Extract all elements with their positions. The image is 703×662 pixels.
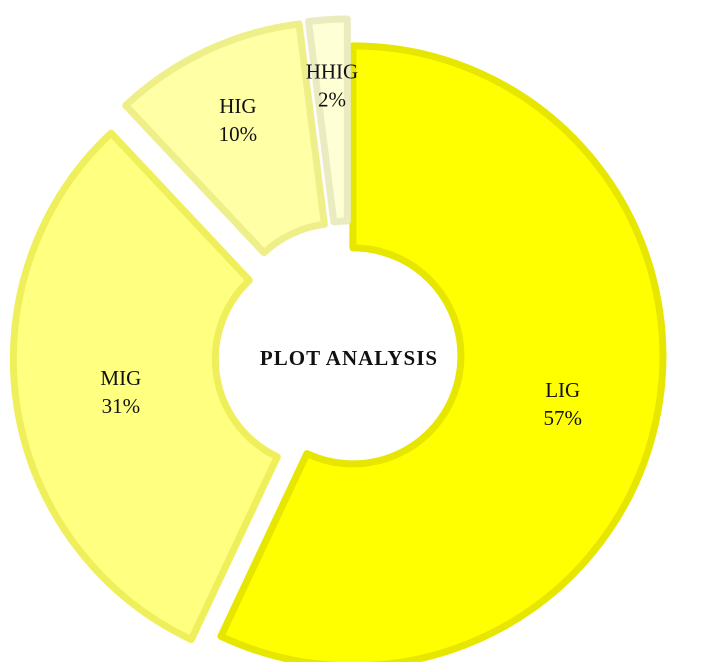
slice-value-lig: 57% [543, 406, 582, 430]
slices-layer [9, 15, 667, 662]
slice-label-lig: LIG [545, 378, 580, 402]
slice-value-hhig: 2% [318, 88, 346, 112]
chart-title: PLOT ANALYSIS [260, 346, 438, 370]
slice-value-mig: 31% [102, 394, 141, 418]
slice-label-hig: HIG [219, 94, 256, 118]
labels-layer: LIG 57% MIG 31% HIG 10% HHIG 2% [100, 60, 582, 430]
slice-label-hhig: HHIG [306, 60, 359, 84]
slice-value-hig: 10% [219, 122, 258, 146]
slice-label-mig: MIG [100, 366, 141, 390]
slice-mig [9, 129, 281, 644]
slice-lig [217, 42, 667, 662]
slice-hhig [305, 15, 351, 226]
slice-hig [122, 20, 328, 257]
